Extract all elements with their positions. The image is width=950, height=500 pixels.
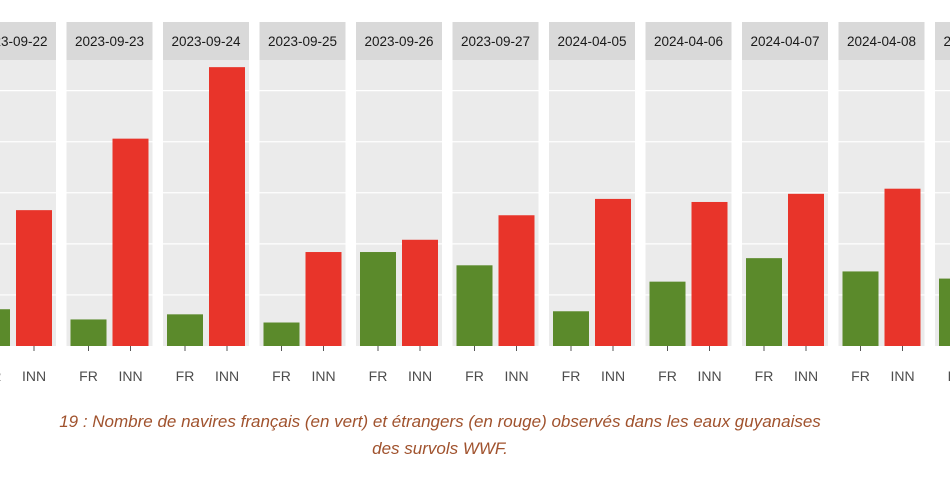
caption-line-2: des survols WWF. <box>372 439 508 458</box>
x-tick-label: FR <box>755 368 774 384</box>
x-tick-label: FR <box>272 368 291 384</box>
bar-inn <box>305 252 342 346</box>
x-tick-label: INN <box>504 368 528 384</box>
x-tick-label: INN <box>22 368 46 384</box>
facet-label: 2024-04-08 <box>847 34 916 49</box>
facet-strip <box>838 22 925 60</box>
facet-strip <box>259 22 346 60</box>
facet-panel: 2023-09-23 FR INN <box>66 22 153 384</box>
x-tick-label: INN <box>601 368 625 384</box>
bar-inn <box>884 188 921 346</box>
facet-label: 2023-09-27 <box>461 34 530 49</box>
x-tick-label: FR <box>658 368 677 384</box>
bar-fr <box>263 322 300 346</box>
facet-strip <box>549 22 635 60</box>
facet-strip <box>356 22 442 60</box>
facet-label: 2023-09-26 <box>364 34 433 49</box>
bar-fr <box>746 258 782 346</box>
x-tick-label: INN <box>215 368 239 384</box>
x-tick-label: INN <box>890 368 914 384</box>
facet-label: 2023-09-25 <box>268 34 337 49</box>
x-tick-label: FR <box>79 368 98 384</box>
x-tick-label: INN <box>311 368 335 384</box>
x-tick-label: FR <box>176 368 195 384</box>
bar-fr <box>939 278 950 346</box>
facet-label: 2023-09-23 <box>75 34 144 49</box>
facet-label: 2024-04-09 <box>943 34 950 49</box>
x-tick-label: INN <box>697 368 721 384</box>
x-tick-label: FR <box>562 368 581 384</box>
facet-strip <box>66 22 153 60</box>
bar-fr <box>553 311 589 346</box>
faceted-bar-chart: 2023-09-22FRINN2023-09-23FRINN2023-09-24… <box>0 22 950 384</box>
bar-inn <box>402 239 438 346</box>
panel-background <box>935 60 950 346</box>
x-tick-label: FR <box>0 368 1 384</box>
x-tick-label: INN <box>794 368 818 384</box>
facet-strip <box>452 22 539 60</box>
facet-strip <box>742 22 828 60</box>
facet-strip <box>935 22 950 60</box>
facet-panel: 2023-09-27 FR INN <box>452 22 539 384</box>
bar-fr <box>649 281 686 346</box>
x-tick-label: INN <box>118 368 142 384</box>
facet-label: 2024-04-06 <box>654 34 723 49</box>
x-tick-label: FR <box>369 368 388 384</box>
bar-fr <box>456 265 493 346</box>
bar-inn <box>16 210 52 346</box>
bar-fr <box>0 309 10 346</box>
facet-panel: 2024-04-06 FR INN <box>645 22 732 384</box>
x-tick-label: FR <box>465 368 484 384</box>
bar-inn <box>691 201 728 346</box>
x-tick-label: INN <box>408 368 432 384</box>
bar-inn <box>595 198 631 346</box>
x-tick-label: FR <box>851 368 870 384</box>
facet-panel: 2023-09-24 FR INN <box>163 22 249 384</box>
facet-panel: 2023-09-22 FR INN <box>0 22 56 384</box>
bar-fr <box>360 252 396 346</box>
bar-inn <box>788 193 824 346</box>
figure-caption: 19 : Nombre de navires français (en vert… <box>0 408 950 462</box>
x-tick-label: FR <box>948 368 950 384</box>
facet-panel: 2024-04-05 FR INN <box>549 22 635 384</box>
facet-panel: 2024-04-08 FR INN <box>838 22 925 384</box>
bar-inn <box>498 215 535 346</box>
facet-label: 2024-04-05 <box>557 34 626 49</box>
bar-fr <box>167 314 203 346</box>
facet-panel: 2023-09-25 FR INN <box>259 22 346 384</box>
caption-line-1: 19 : Nombre de navires français (en vert… <box>59 412 821 431</box>
facet-panel: 2024-04-09FRINN <box>935 22 950 384</box>
facet-strip <box>645 22 732 60</box>
facet-label: 2023-09-22 <box>0 34 48 49</box>
facet-label: 2023-09-24 <box>171 34 241 49</box>
bar-fr <box>842 271 879 346</box>
facet-panel: 2024-04-07 FR INN <box>742 22 828 384</box>
facet-strip <box>0 22 56 60</box>
bar-inn <box>112 138 149 346</box>
facet-strip <box>163 22 249 60</box>
facet-panel: 2023-09-26 FR INN <box>356 22 442 384</box>
bar-inn <box>209 67 245 347</box>
facet-label: 2024-04-07 <box>750 34 819 49</box>
bar-fr <box>70 319 107 346</box>
